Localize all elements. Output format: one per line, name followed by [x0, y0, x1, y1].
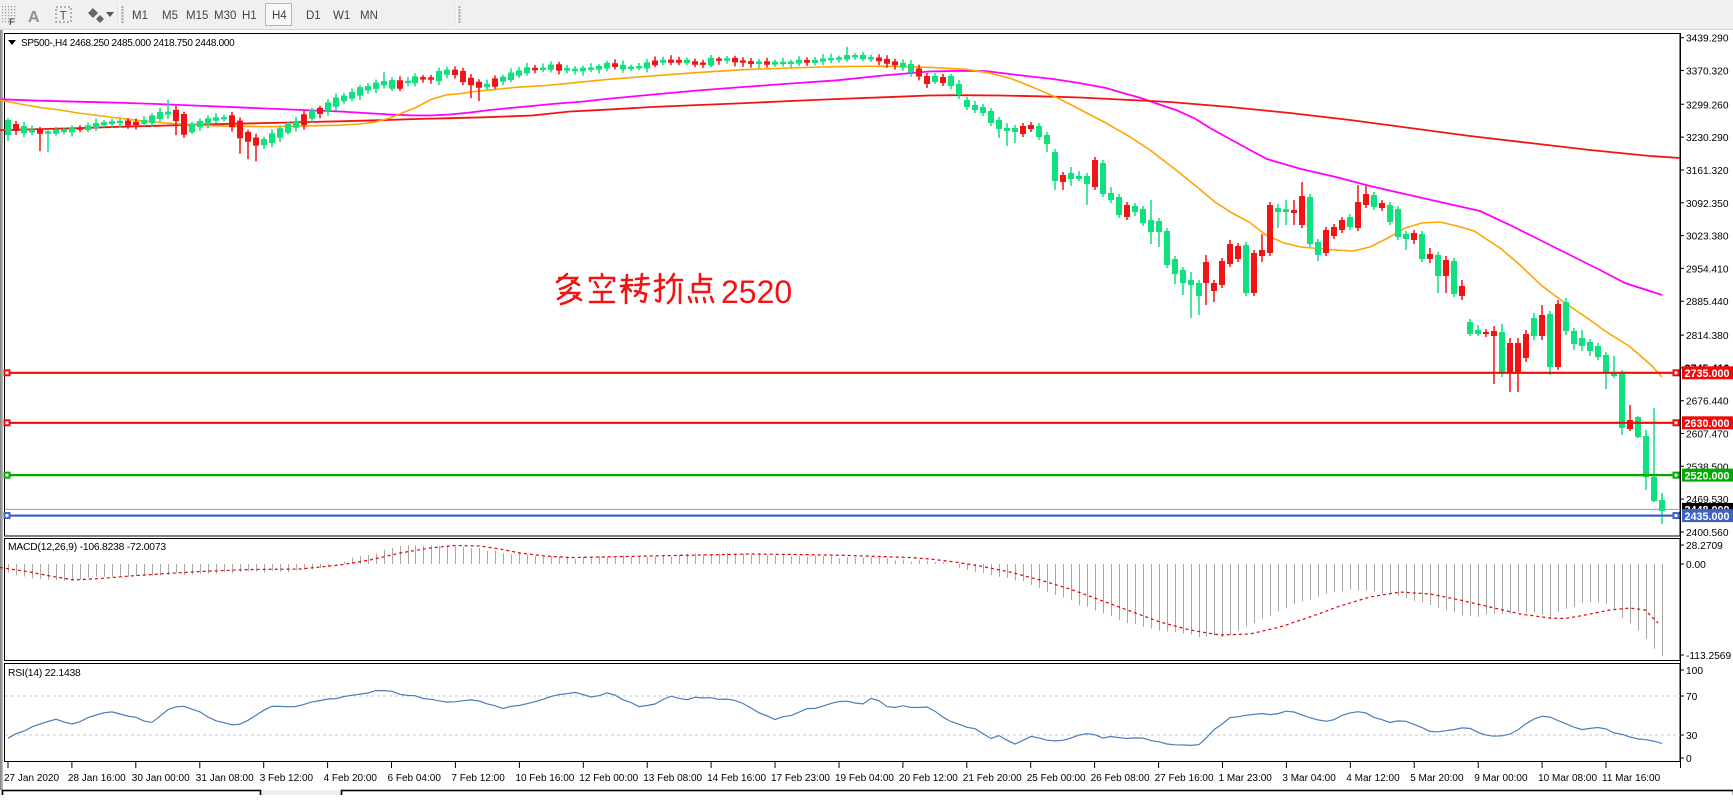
svg-text:D1: D1 [306, 10, 321, 22]
svg-text:20 Feb 12:00: 20 Feb 12:00 [899, 773, 958, 784]
svg-text:MN: MN [360, 10, 378, 22]
svg-text:70: 70 [1686, 692, 1698, 703]
svg-text:10 Feb 16:00: 10 Feb 16:00 [515, 773, 574, 784]
svg-text:H1: H1 [242, 10, 257, 22]
svg-text:14 Feb 16:00: 14 Feb 16:00 [707, 773, 766, 784]
svg-text:W1: W1 [333, 10, 350, 22]
svg-text:27 Jan 2020: 27 Jan 2020 [4, 773, 59, 784]
svg-text:-113.2569: -113.2569 [1686, 651, 1731, 662]
svg-text:2814.380: 2814.380 [1686, 331, 1729, 342]
svg-text:9 Mar 00:00: 9 Mar 00:00 [1474, 773, 1528, 784]
svg-text:11 Mar 16:00: 11 Mar 16:00 [1602, 773, 1661, 784]
svg-text:28 Jan 16:00: 28 Jan 16:00 [68, 773, 126, 784]
svg-text:2630.000: 2630.000 [1685, 418, 1730, 430]
svg-text:M1: M1 [132, 10, 148, 22]
svg-text:28.2709: 28.2709 [1686, 541, 1723, 552]
svg-text:30: 30 [1686, 731, 1698, 742]
svg-text:17 Feb 23:00: 17 Feb 23:00 [771, 773, 830, 784]
svg-text:4 Mar 12:00: 4 Mar 12:00 [1346, 773, 1400, 784]
svg-text:2520.000: 2520.000 [1685, 470, 1730, 482]
svg-text:2735.000: 2735.000 [1685, 368, 1730, 380]
svg-text:RSI(14) 22.1438: RSI(14) 22.1438 [8, 668, 81, 679]
svg-text:2400.560: 2400.560 [1686, 528, 1729, 539]
svg-text:3023.380: 3023.380 [1686, 232, 1729, 243]
svg-text:21 Feb 20:00: 21 Feb 20:00 [963, 773, 1022, 784]
svg-text:6 Feb 04:00: 6 Feb 04:00 [388, 773, 442, 784]
svg-text:2520: 2520 [721, 274, 792, 310]
svg-text:1 Mar 23:00: 1 Mar 23:00 [1219, 773, 1273, 784]
svg-text:12 Feb 00:00: 12 Feb 00:00 [579, 773, 638, 784]
svg-text:13 Feb 08:00: 13 Feb 08:00 [643, 773, 702, 784]
svg-text:27 Feb 16:00: 27 Feb 16:00 [1155, 773, 1214, 784]
svg-text:M15: M15 [186, 10, 208, 22]
svg-text:3370.320: 3370.320 [1686, 67, 1729, 78]
svg-text:M5: M5 [162, 10, 178, 22]
svg-text:3161.320: 3161.320 [1686, 166, 1729, 177]
svg-text:2435.000: 2435.000 [1685, 511, 1730, 523]
svg-text:0: 0 [1686, 754, 1692, 765]
svg-text:26 Feb 08:00: 26 Feb 08:00 [1091, 773, 1150, 784]
svg-text:3230.290: 3230.290 [1686, 133, 1729, 144]
svg-text:5 Mar 20:00: 5 Mar 20:00 [1410, 773, 1464, 784]
svg-text:10 Mar 08:00: 10 Mar 08:00 [1538, 773, 1597, 784]
svg-text:H4: H4 [272, 10, 287, 22]
svg-text:4 Feb 20:00: 4 Feb 20:00 [324, 773, 378, 784]
svg-text:A: A [28, 9, 40, 26]
svg-text:7 Feb 12:00: 7 Feb 12:00 [451, 773, 505, 784]
svg-text:31 Jan 08:00: 31 Jan 08:00 [196, 773, 254, 784]
svg-text:2885.440: 2885.440 [1686, 297, 1729, 308]
svg-text:2607.470: 2607.470 [1686, 430, 1729, 441]
svg-text:M30: M30 [214, 10, 236, 22]
svg-text:100: 100 [1686, 666, 1703, 677]
svg-text:0.00: 0.00 [1686, 560, 1706, 571]
svg-text:3 Feb 12:00: 3 Feb 12:00 [260, 773, 314, 784]
svg-text:3299.260: 3299.260 [1686, 100, 1729, 111]
svg-text:25 Feb 00:00: 25 Feb 00:00 [1027, 773, 1086, 784]
svg-text:2954.410: 2954.410 [1686, 264, 1729, 275]
svg-text:T: T [60, 9, 68, 23]
svg-text:3439.290: 3439.290 [1686, 34, 1729, 45]
svg-text:19 Feb 04:00: 19 Feb 04:00 [835, 773, 894, 784]
svg-text:3092.350: 3092.350 [1686, 199, 1729, 210]
svg-text:MACD(12,26,9) -106.8238 -72.00: MACD(12,26,9) -106.8238 -72.0073 [8, 542, 166, 553]
svg-text:F: F [9, 17, 15, 27]
svg-text:2676.440: 2676.440 [1686, 397, 1729, 408]
svg-text:3 Mar 04:00: 3 Mar 04:00 [1282, 773, 1336, 784]
svg-text:SP500-,H4 2468.250 2485.000 2: SP500-,H4 2468.250 2485.000 2418.750 244… [21, 38, 235, 49]
svg-text:30 Jan 00:00: 30 Jan 00:00 [132, 773, 190, 784]
